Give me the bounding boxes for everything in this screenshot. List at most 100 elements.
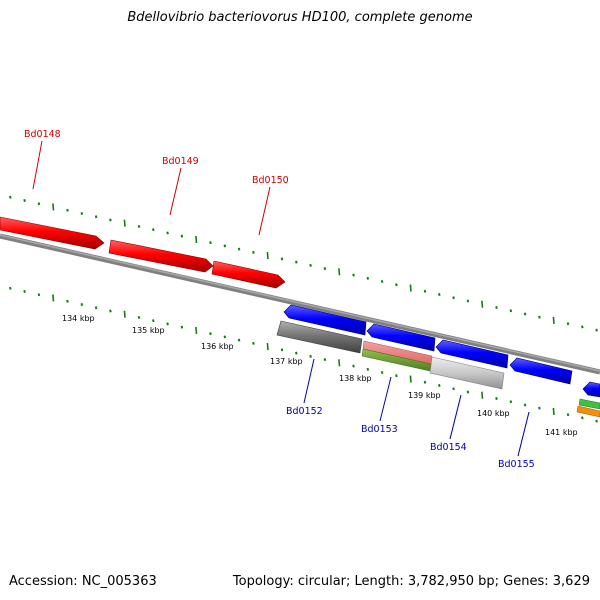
lower-tick — [523, 403, 527, 407]
upper-tick — [180, 234, 184, 238]
upper-tick — [466, 299, 470, 303]
gene-arrow-bd0154[interactable] — [435, 339, 509, 369]
lower-tick — [80, 302, 84, 306]
scale-label: 138 kbp — [339, 374, 372, 383]
map-title: Bdellovibrio bacteriovorus HD100, comple… — [127, 10, 473, 25]
lower-tick — [252, 341, 255, 345]
lower-tick — [380, 371, 384, 375]
upper-tick — [66, 208, 69, 212]
gene-label-bd0154[interactable]: Bd0154 — [430, 442, 467, 453]
feature-track — [276, 320, 600, 418]
genome-backbone — [0, 233, 600, 375]
upper-tick — [438, 293, 441, 296]
upper-tick — [523, 312, 527, 316]
feature-bar-gray[interactable] — [276, 320, 363, 354]
upper-tick — [52, 203, 55, 211]
upper-tick — [481, 300, 484, 308]
lower-tick — [466, 390, 470, 394]
lower-tick — [195, 326, 198, 334]
lower-tick — [423, 380, 427, 384]
gene-labels: Bd0148 Bd0149 Bd0150 Bd0152 Bd0153 Bd0154 Bd01… — [24, 129, 535, 470]
lower-tick — [481, 391, 484, 399]
forward-leader-line — [32, 140, 43, 190]
lower-tick — [295, 351, 298, 355]
lower-tick — [9, 286, 12, 290]
upper-tick — [338, 268, 341, 276]
gene-label-bd0150[interactable]: Bd0150 — [252, 175, 289, 186]
lower-tick — [323, 358, 327, 362]
feature-bar-green-edge[interactable] — [578, 398, 600, 410]
upper-tick — [280, 257, 284, 261]
lower-tick — [37, 293, 41, 297]
upper-tick — [123, 219, 126, 227]
lower-tick — [266, 343, 269, 351]
lower-tick — [338, 359, 341, 367]
gene-arrow-bd0155[interactable] — [509, 357, 573, 385]
gene-label-bd0155[interactable]: Bd0155 — [498, 459, 535, 470]
upper-tick — [237, 247, 241, 251]
lower-tick — [438, 384, 441, 387]
lower-tick — [452, 387, 455, 391]
upper-tick — [223, 244, 227, 248]
lower-tick — [581, 416, 584, 420]
upper-tick — [94, 215, 98, 219]
lower-tick — [409, 375, 412, 383]
reverse-strand-track — [283, 304, 600, 398]
upper-tick — [266, 252, 269, 260]
upper-tick — [538, 315, 541, 319]
lower-tick — [152, 319, 155, 323]
upper-tick — [109, 218, 112, 222]
gene-arrow-bd0152[interactable] — [283, 304, 367, 336]
lower-tick — [52, 294, 55, 302]
gene-arrow-bd0153[interactable] — [366, 323, 436, 352]
lower-tick — [123, 310, 126, 318]
reverse-leader-line — [379, 376, 392, 422]
gene-arrow-partial[interactable] — [582, 381, 600, 398]
upper-tick — [252, 250, 255, 254]
gene-arrow-bd0149[interactable] — [108, 239, 214, 273]
scale-label: 140 kbp — [477, 409, 510, 418]
upper-tick — [295, 260, 298, 264]
lower-tick — [395, 374, 398, 378]
gene-arrow-bd0148[interactable] — [0, 216, 105, 250]
feature-bar-orange-edge[interactable] — [576, 405, 600, 418]
upper-tick — [309, 263, 312, 267]
accession-label: Accession: NC_005363 — [9, 574, 157, 589]
upper-tick — [37, 202, 41, 206]
upper-tick-track — [9, 195, 598, 332]
feature-bar-light[interactable] — [429, 356, 505, 390]
lower-tick — [137, 315, 141, 319]
gene-label-bd0148[interactable]: Bd0148 — [24, 129, 61, 140]
lower-tick — [352, 364, 355, 368]
upper-tick — [209, 241, 212, 245]
gene-arrow-bd0150[interactable] — [211, 260, 286, 289]
upper-tick — [595, 328, 598, 332]
upper-tick — [409, 284, 412, 292]
reverse-leader-line — [517, 411, 530, 457]
gene-label-bd0152[interactable]: Bd0152 — [286, 406, 323, 417]
lower-tick-track — [9, 286, 598, 423]
lower-tick — [538, 406, 541, 410]
forward-leader-line — [258, 186, 271, 236]
scale-label: 139 kbp — [408, 391, 441, 400]
lower-tick — [595, 419, 598, 423]
lower-tick — [180, 325, 184, 329]
lower-tick — [66, 299, 69, 303]
upper-tick — [452, 296, 455, 300]
lower-tick — [109, 309, 112, 313]
gene-label-bd0153[interactable]: Bd0153 — [361, 424, 398, 435]
upper-tick — [509, 309, 513, 313]
forward-strand-track — [0, 216, 286, 289]
upper-tick — [23, 199, 26, 202]
scale-label: 137 kbp — [270, 357, 303, 366]
upper-tick — [80, 211, 84, 215]
upper-tick — [552, 316, 555, 325]
upper-tick — [195, 235, 198, 243]
lower-tick — [366, 367, 370, 371]
lower-tick — [552, 407, 555, 416]
lower-tick — [509, 400, 513, 404]
upper-tick — [137, 224, 141, 228]
gene-label-bd0149[interactable]: Bd0149 — [162, 156, 199, 167]
forward-leader-line — [169, 167, 182, 216]
